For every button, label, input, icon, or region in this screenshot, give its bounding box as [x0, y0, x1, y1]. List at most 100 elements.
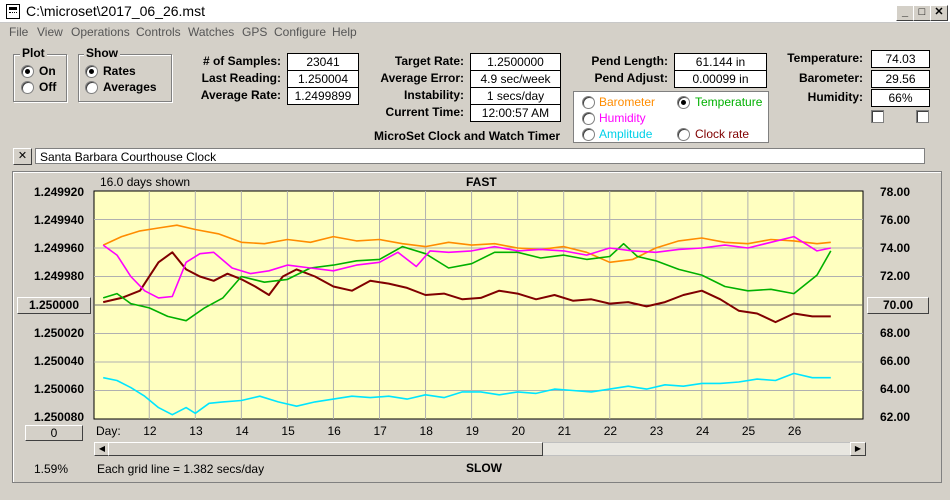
menu-controls[interactable]: Controls [136, 25, 181, 39]
menu-operations[interactable]: Operations [71, 25, 130, 39]
right-tick-label: 68.00 [879, 326, 910, 340]
current-time-value: 12:00:57 AM [470, 104, 561, 122]
average-rate-value: 1.2499899 [287, 87, 359, 105]
right-tick-label: 74.00 [879, 241, 910, 255]
plot-off-radio[interactable] [21, 81, 34, 94]
plot-group-title: Plot [20, 46, 47, 60]
menu-help[interactable]: Help [332, 25, 357, 39]
clock-name-field[interactable]: Santa Barbara Courthouse Clock [35, 148, 925, 164]
menu-view[interactable]: View [37, 25, 63, 39]
x-tick-labels: 12 13 14 15 16 17 18 19 20 21 22 23 24 25 26 [143, 424, 801, 438]
left-tick-label: 1.250060 [33, 382, 84, 396]
days-shown-label: 16.0 days shown [100, 175, 191, 189]
series-line-barometer [102, 224, 831, 264]
title-bar [0, 0, 950, 23]
plot-on-radio[interactable] [21, 65, 34, 78]
menu-bar: File View Operations Controls Watches GP… [0, 23, 950, 41]
series-line-humidity [102, 235, 831, 299]
average-rate-label: Average Rate: [200, 88, 281, 102]
temperature-radio[interactable] [677, 96, 690, 109]
clock-rate-radio[interactable] [677, 128, 690, 141]
series-group [102, 224, 832, 416]
left-tick-label: 1.249940 [33, 213, 84, 227]
fast-label: FAST [466, 175, 497, 189]
left-tick-label: 1.250040 [33, 354, 84, 368]
show-group-title: Show [84, 46, 120, 60]
menu-file[interactable]: File [9, 25, 29, 39]
humidity-reading-value: 66% [871, 89, 930, 107]
left-tick-label: 1.249920 [33, 185, 84, 199]
humidity-label: Humidity [599, 111, 646, 125]
chart-frame [12, 171, 942, 483]
right-tick-label: 76.00 [879, 213, 910, 227]
show-group [78, 54, 172, 102]
right-tick-label: 66.00 [879, 354, 910, 368]
x-tick-label: 18 [420, 424, 434, 438]
samples-value: 23041 [287, 53, 359, 71]
right-tick-label: 64.00 [879, 382, 910, 396]
last-reading-label: Last Reading: [201, 71, 281, 85]
left-tick-label: 1.250020 [33, 326, 84, 340]
x-tick-label: 14 [235, 424, 249, 438]
option-checkbox-1[interactable] [871, 110, 884, 123]
app-subtitle: MicroSet Clock and Watch Timer [374, 129, 561, 143]
series-line-amplitude [103, 372, 831, 416]
scroll-thumb[interactable] [108, 442, 543, 456]
pend-length-label: Pend Length: [591, 54, 668, 68]
window-title: C:\microset\2017_06_26.mst [26, 3, 205, 19]
barometer-radio[interactable] [582, 96, 595, 109]
right-tick-label: 72.00 [879, 269, 910, 283]
left-tick-label: 1.250080 [33, 410, 84, 424]
samples-label: # of Samples: [202, 54, 281, 68]
show-rates-radio[interactable] [85, 65, 98, 78]
grid [94, 191, 863, 419]
humidity-reading-label: Humidity: [807, 90, 863, 104]
right-center-button[interactable]: 70.00 [867, 297, 929, 314]
x-tick-label: 20 [512, 424, 526, 438]
offset-button[interactable]: 0 [25, 425, 83, 441]
barometer-label: Barometer [599, 95, 656, 109]
close-button[interactable]: ✕ [930, 5, 948, 21]
show-averages-label: Averages [103, 80, 157, 94]
x-tick-label: 23 [650, 424, 664, 438]
show-averages-radio[interactable] [85, 81, 98, 94]
app-icon [6, 4, 20, 19]
series-line-temperature [102, 242, 832, 322]
x-tick-label: 16 [327, 424, 341, 438]
x-tick-label: 17 [373, 424, 387, 438]
grid-note-label: Each grid line = 1.382 secs/day [97, 462, 265, 476]
x-tick-label: 15 [281, 424, 295, 438]
temperature-reading-value: 74.03 [871, 50, 930, 68]
menu-configure[interactable]: Configure [274, 25, 327, 39]
menu-watches[interactable]: Watches [188, 25, 235, 39]
right-tick-label: 78.00 [879, 185, 910, 199]
scroll-right-button[interactable]: ▶ [850, 442, 866, 456]
x-tick-label: 21 [558, 424, 572, 438]
percent-label: 1.59% [34, 462, 69, 476]
left-center-button[interactable]: 1.250000 [17, 297, 91, 314]
option-checkbox-2[interactable] [916, 110, 929, 123]
plot-on-label: On [39, 64, 56, 78]
target-rate-value: 1.2500000 [470, 53, 561, 71]
humidity-radio[interactable] [582, 112, 595, 125]
amplitude-label: Amplitude [599, 127, 653, 141]
current-time-label: Current Time: [385, 105, 464, 119]
left-tick-label: 1.249980 [33, 269, 84, 283]
right-tick-label: 62.00 [879, 410, 910, 424]
close-clock-button[interactable]: ✕ [13, 148, 32, 165]
x-tick-label: 26 [788, 424, 802, 438]
x-tick-label: 12 [143, 424, 157, 438]
aux-series-panel [573, 91, 769, 143]
pend-adjust-value: 0.00099 in [674, 70, 767, 88]
minimize-button[interactable]: _ [896, 5, 914, 21]
x-tick-label: 13 [189, 424, 203, 438]
series-line-clockrate [102, 251, 831, 324]
menu-gps[interactable]: GPS [242, 25, 268, 39]
average-error-label: Average Error: [380, 71, 464, 85]
temperature-reading-label: Temperature: [787, 51, 863, 65]
target-rate-label: Target Rate: [394, 54, 464, 68]
barometer-reading-label: Barometer: [798, 71, 863, 85]
slow-label: SLOW [466, 461, 502, 475]
amplitude-radio[interactable] [582, 128, 595, 141]
